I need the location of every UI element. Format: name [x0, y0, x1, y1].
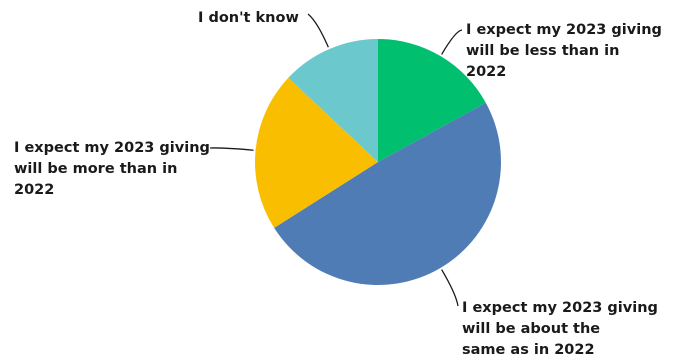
- slice-label-dont-know: I don't know: [198, 10, 299, 26]
- slice-label-less: I expect my 2023 giving will be less tha…: [466, 22, 662, 80]
- leader-line-more: [209, 147, 254, 151]
- slice-dont-know: [288, 39, 378, 162]
- leader-line-same: [441, 269, 459, 307]
- slice-less: [378, 39, 486, 162]
- slice-label-more: I expect my 2023 giving will be more tha…: [14, 140, 210, 198]
- slice-same: [274, 102, 502, 286]
- slice-more: [254, 77, 378, 228]
- leader-line-dont-know: [307, 13, 329, 48]
- leader-line-less: [441, 29, 463, 55]
- slice-label-same: I expect my 2023 giving will be about th…: [462, 300, 658, 358]
